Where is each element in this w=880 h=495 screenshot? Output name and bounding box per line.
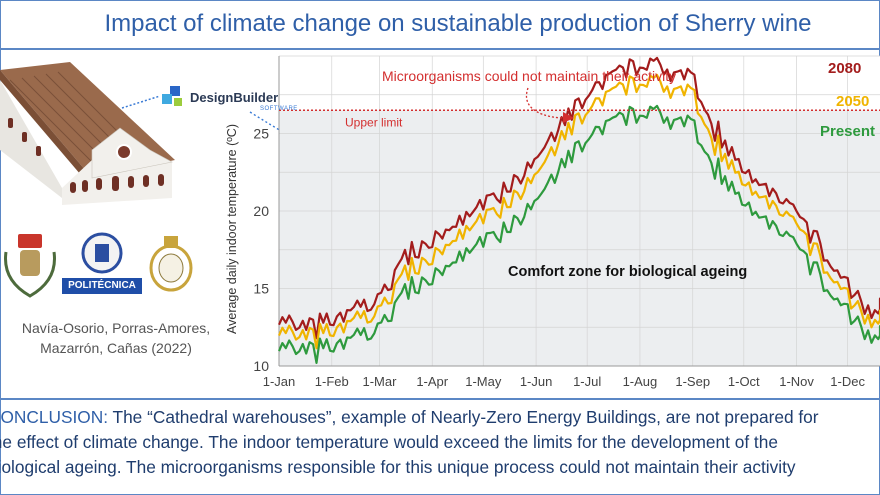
reference-line-2: Mazarrón, Cañas (2022) (40, 340, 192, 356)
reference-line-1: Navía-Osorio, Porras-Amores, (21, 320, 211, 336)
x-tick-label: 1-Oct (728, 374, 760, 389)
legend-entry-present: Present (820, 123, 875, 140)
designbuilder-logo-icon (162, 86, 182, 106)
y-tick-label: 15 (253, 281, 269, 297)
conclusion-text: CONCLUSION: The “Cathedral warehouses”, … (0, 405, 880, 480)
x-tick-label: 1-Sep (675, 374, 710, 389)
crest-center-icon (62, 232, 142, 294)
x-tick-label: 1-Nov (779, 374, 814, 389)
comfort-zone-band (279, 110, 880, 366)
x-tick-label: 1-May (465, 374, 502, 389)
title-divider (0, 48, 880, 50)
x-tick-label: 1-Mar (362, 374, 397, 389)
legend-entry-2050: 2050 (836, 93, 869, 110)
conclusion-line-1: The “Cathedral warehouses”, example of N… (108, 407, 819, 427)
conclusion-line-3: biological ageing. The microorganisms re… (0, 457, 796, 477)
conclusion-divider (0, 398, 880, 400)
annotation-arrow-icon (563, 112, 574, 123)
y-tick-label: 20 (253, 203, 269, 219)
y-axis-label: Average daily indoor temperature (ºC) (225, 124, 239, 334)
conclusion-line-2: the effect of climate change. The indoor… (0, 432, 778, 452)
annotation-pointer (525, 87, 566, 119)
crest-left-icon (4, 234, 56, 298)
x-tick-label: 1-Jul (573, 374, 601, 389)
temperature-chart: 10 15 20 25 1-Jan 1-Feb 1-Mar 1-Apr 1-May 1-Jun 1-… (225, 55, 880, 389)
conclusion-lead: CONCLUSION: (0, 407, 109, 427)
y-tick-label: 25 (253, 126, 269, 142)
institution-badge-text: POLITÉCNICA (68, 280, 136, 291)
x-tick-label: 1-Dec (830, 374, 865, 389)
page-title: Impact of climate change on sustainable … (104, 10, 812, 37)
upper-limit-label: Upper limit (345, 115, 403, 129)
legend-entry-2080: 2080 (828, 60, 861, 77)
designbuilder-logo-sub: SOFTWARE (260, 106, 298, 112)
x-tick-label: 1-Aug (623, 374, 658, 389)
x-tick-label: 1-Feb (315, 374, 349, 389)
y-tick-label: 10 (253, 358, 269, 374)
annotation-comfort-zone: Comfort zone for biological ageing (508, 264, 747, 280)
connector-line (121, 95, 161, 109)
annotation-microorganisms: Microorganisms could not maintain their … (382, 68, 676, 84)
x-tick-label: 1-Jan (263, 374, 296, 389)
series-line-present (277, 104, 880, 364)
designbuilder-logo-name: DesignBuilder (190, 90, 279, 105)
series-line-2080 (277, 56, 880, 340)
x-tick-label: 1-Jun (520, 374, 553, 389)
crest-right-icon (149, 236, 193, 292)
reference-citation: Navía-Osorio, Porras-Amores, Mazarrón, C… (0, 318, 232, 358)
x-tick-label: 1-Apr (416, 374, 448, 389)
series-line-2050 (277, 73, 880, 350)
warehouse-illustration (0, 62, 175, 205)
